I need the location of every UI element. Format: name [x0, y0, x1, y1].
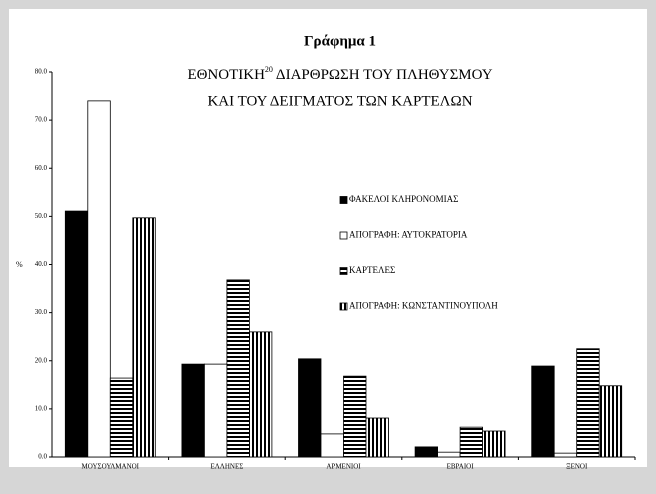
bar — [343, 375, 367, 458]
bar — [203, 363, 228, 458]
legend-swatch — [339, 267, 348, 275]
bar — [226, 279, 250, 458]
legend-label: ΦΑΚΕΛΟΙ ΚΛΗΡΟΝΟΜΙΑΣ — [349, 194, 458, 204]
x-tick-label: ΞΕΝΟΙ — [566, 463, 588, 471]
bar — [414, 446, 439, 458]
y-tick-label: 30.0 — [35, 308, 48, 316]
x-tick-label: ΕΒΡΑΙΟΙ — [447, 463, 475, 471]
bar — [437, 451, 461, 458]
bar — [553, 452, 578, 458]
legend-label: ΑΠΟΓΡΑΦΗ: ΑΥΤΟΚΡΑΤΟΡΙΑ — [349, 230, 468, 240]
bar — [576, 348, 600, 458]
y-tick-label: 0.0 — [38, 453, 47, 461]
bar — [64, 210, 89, 458]
y-tick-label: 10.0 — [35, 404, 48, 412]
x-tick-label: ΜΟΥΣΟΥΛΜΑΝΟΙ — [82, 463, 140, 471]
legend-swatch — [339, 196, 348, 204]
chart-title: Γράφημα 1 — [304, 33, 376, 49]
bar — [320, 433, 344, 458]
bar — [109, 377, 134, 458]
bar — [87, 100, 111, 458]
bar — [132, 217, 156, 458]
chart-subtitle: ΕΘΝΟΤΙΚΗ20 ΔΙΑΡΘΡΩΣΗ ΤΟΥ ΠΛΗΘΥΣΜΟΥ — [187, 65, 492, 84]
bar — [482, 430, 506, 458]
x-tick-label: ΑΡΜΕΝΙΟΙ — [326, 463, 361, 471]
legend-label: ΚΑΡΤΕΛΕΣ — [349, 265, 395, 275]
bar — [459, 426, 484, 458]
bar — [598, 385, 623, 458]
bar — [365, 417, 389, 458]
legend-swatch — [339, 302, 348, 311]
x-tick-label: ΕΛΛΗΝΕΣ — [210, 463, 243, 471]
y-tick-label: 50.0 — [35, 212, 48, 220]
bar — [531, 365, 555, 458]
bar — [298, 358, 322, 458]
y-tick-label: 20.0 — [35, 356, 48, 364]
y-tick-label: 70.0 — [35, 116, 48, 124]
chart-subtitle-line2: ΚΑΙ ΤΟΥ ΔΕΙΓΜΑΤΟΣ ΤΩΝ ΚΑΡΤΕΛΩΝ — [207, 93, 472, 109]
bar — [181, 363, 205, 458]
y-axis-label: % — [16, 260, 23, 269]
bar — [248, 331, 273, 458]
y-tick-label: 40.0 — [35, 260, 48, 268]
y-tick-label: 60.0 — [35, 164, 48, 172]
footnote-ref: 20 — [265, 65, 273, 74]
subtitle-lead: ΕΘΝΟΤΙΚΗ — [187, 67, 265, 83]
subtitle-rest: ΔΙΑΡΘΡΩΣΗ ΤΟΥ ΠΛΗΘΥΣΜΟΥ — [276, 67, 493, 83]
y-tick-label: 80.0 — [35, 68, 48, 76]
legend-label: ΑΠΟΓΡΑΦΗ: ΚΩΝΣΤΑΝΤΙΝΟΥΠΟΛΗ — [349, 301, 498, 311]
legend-swatch — [339, 231, 348, 240]
